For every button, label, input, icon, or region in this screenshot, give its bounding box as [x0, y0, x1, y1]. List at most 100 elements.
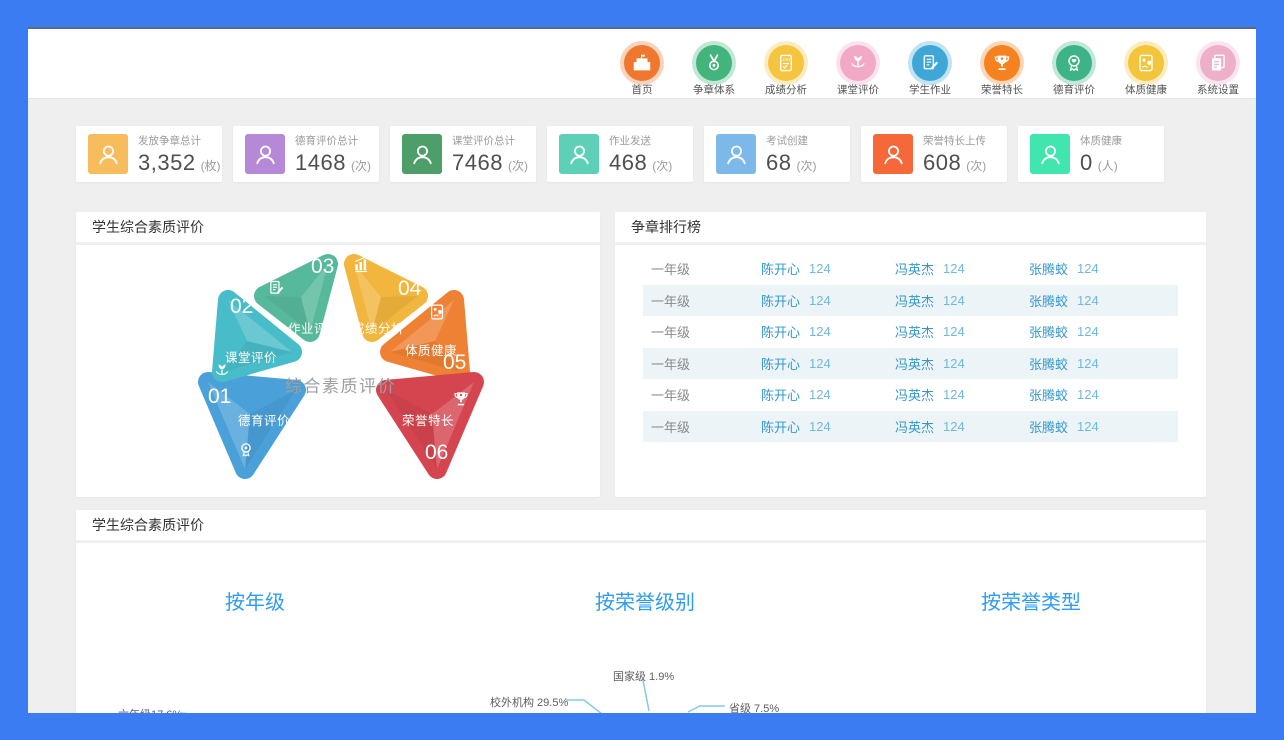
student-name-link[interactable]: 冯英杰 — [895, 325, 935, 341]
petal-number[interactable]: 02 — [230, 295, 254, 318]
badge-count: 124 — [1077, 292, 1099, 308]
student-name-link[interactable]: 陈开心 — [761, 388, 801, 404]
petal-number[interactable]: 01 — [208, 385, 232, 408]
stat-unit: (次) — [966, 158, 987, 173]
student-name-link[interactable]: 陈开心 — [761, 293, 801, 309]
chart-heading-by-grade[interactable]: 按年级 — [225, 592, 285, 614]
stat-label: 发放争章总计 — [138, 134, 201, 147]
nav-label: 成绩分析 — [765, 84, 807, 96]
student-name-link[interactable]: 张腾蛟 — [1029, 293, 1069, 309]
nav-label: 学生作业 — [909, 84, 951, 96]
flower-icon — [212, 361, 232, 381]
petal-number[interactable]: 04 — [398, 277, 422, 300]
student-name-link[interactable]: 冯英杰 — [895, 293, 935, 309]
badge-count: 124 — [943, 387, 965, 403]
svg-text:100: 100 — [782, 57, 790, 63]
stat-unit: (次) — [507, 158, 528, 173]
stat-label: 课堂评价总计 — [452, 134, 515, 147]
nav-item-honors[interactable]: 荣誉特长 — [966, 29, 1038, 98]
student-name-link[interactable]: 张腾蛟 — [1029, 356, 1069, 372]
stat-unit: (枚) — [200, 158, 221, 173]
petal-number[interactable]: 05 — [443, 351, 467, 374]
petal-label[interactable]: 德育评价 — [238, 414, 291, 428]
pie-leader-lines — [180, 679, 725, 713]
chart-heading-by-honor-level[interactable]: 按荣誉级别 — [595, 592, 695, 614]
stat-label: 德育评价总计 — [295, 134, 358, 147]
grade-label: 一年级 — [651, 293, 691, 309]
scorecard-icon: 100 — [768, 45, 804, 81]
user-icon — [245, 134, 285, 174]
student-name-link[interactable]: 张腾蛟 — [1029, 325, 1069, 341]
nav-item-homework[interactable]: 学生作业 — [894, 29, 966, 98]
doc-pen-icon — [912, 45, 948, 81]
badge-count: 124 — [943, 292, 965, 308]
table-row: 一年级 陈开心 124 冯英杰 124 张腾蛟 124 — [643, 284, 1178, 316]
evaluation-flower-diagram: 01 德育评价 02 课堂评价 03 作业评价 04 成绩分析 — [76, 245, 600, 497]
stat-value: 68 — [766, 149, 792, 175]
student-name-link[interactable]: 冯英杰 — [895, 388, 935, 404]
stat-value: 7468 — [452, 149, 503, 175]
petal-label[interactable]: 成绩分析 — [352, 322, 405, 336]
student-name-link[interactable]: 陈开心 — [761, 325, 801, 341]
student-name-link[interactable]: 陈开心 — [761, 262, 801, 278]
user-icon — [1030, 134, 1070, 174]
nav-label: 课堂评价 — [837, 84, 879, 96]
stat-card-badges-issued: 发放争章总计 3,352 (枚) — [76, 126, 222, 182]
badge-count: 124 — [943, 324, 965, 340]
grade-label: 一年级 — [651, 388, 691, 404]
chart-icon — [352, 254, 372, 274]
stat-value: 1468 — [295, 149, 346, 175]
diagram-center-label: 综合素质评价 — [285, 377, 396, 396]
bottom-evaluation-panel: 学生综合素质评价 按年级 按荣誉级别 按荣誉类型 六年级17.6% 校外机构 2… — [76, 510, 1206, 713]
app-canvas: 首页 争章体系 100 成绩分析 课 — [28, 27, 1256, 713]
pie-label-national: 国家级 1.9% — [613, 671, 675, 683]
nav-item-grades[interactable]: 100 成绩分析 — [750, 29, 822, 98]
stat-unit: (次) — [652, 158, 673, 173]
badge-count: 124 — [943, 355, 965, 371]
ranking-table: 一年级 陈开心 124 冯英杰 124 张腾蛟 124 一年级 陈开心 124 冯英杰 1… — [643, 253, 1178, 442]
petal-label[interactable]: 体质健康 — [405, 344, 458, 358]
castle-icon — [624, 45, 660, 81]
badge-ranking-panel: 争章排行榜 一年级 陈开心 124 冯英杰 124 张腾蛟 124 一年级 陈开心 12… — [615, 212, 1206, 497]
flower-icon — [840, 45, 876, 81]
student-name-link[interactable]: 冯英杰 — [895, 262, 935, 278]
stat-card-classroom-total: 课堂评价总计 7468 (次) — [390, 126, 536, 182]
stat-card-homework-sent: 作业发送 468 (次) — [547, 126, 693, 182]
petal-label[interactable]: 荣誉特长 — [402, 414, 455, 428]
badge-count: 124 — [1077, 387, 1099, 403]
student-name-link[interactable]: 冯英杰 — [895, 419, 935, 435]
user-icon — [716, 134, 756, 174]
student-name-link[interactable]: 张腾蛟 — [1029, 262, 1069, 278]
nav-label: 争章体系 — [693, 84, 735, 96]
badge-count: 124 — [943, 261, 965, 277]
nav-item-fitness[interactable]: 体质健康 — [1110, 29, 1182, 98]
student-name-link[interactable]: 陈开心 — [761, 356, 801, 372]
rosette-icon — [1056, 45, 1092, 81]
student-name-link[interactable]: 张腾蛟 — [1029, 388, 1069, 404]
pie-label-external-org: 校外机构 29.5% — [490, 697, 569, 709]
petal-number[interactable]: 03 — [311, 255, 335, 278]
grade-label: 一年级 — [651, 419, 691, 435]
nav-item-home[interactable]: 首页 — [606, 29, 678, 98]
petal-label[interactable]: 作业评价 — [288, 322, 341, 336]
doc-pen-icon — [266, 278, 286, 298]
panel-title: 争章排行榜 — [615, 212, 1206, 245]
stat-label: 作业发送 — [609, 134, 651, 147]
student-name-link[interactable]: 陈开心 — [761, 419, 801, 435]
stat-value: 0 — [1080, 149, 1093, 175]
table-row: 一年级 陈开心 124 冯英杰 124 张腾蛟 124 — [643, 253, 1178, 285]
student-name-link[interactable]: 冯英杰 — [895, 356, 935, 372]
nav-item-badges[interactable]: 争章体系 — [678, 29, 750, 98]
nav-item-settings[interactable]: 系统设置 — [1182, 29, 1254, 98]
badge-count: 124 — [809, 355, 831, 371]
chart-heading-by-honor-type[interactable]: 按荣誉类型 — [981, 592, 1081, 614]
nav-item-moral[interactable]: 德育评价 — [1038, 29, 1110, 98]
badge-count: 124 — [809, 387, 831, 403]
nav-item-classroom[interactable]: 课堂评价 — [822, 29, 894, 98]
panel-title: 学生综合素质评价 — [76, 510, 1206, 543]
badge-icon — [236, 440, 256, 460]
badge-count: 124 — [809, 418, 831, 434]
petal-label[interactable]: 课堂评价 — [225, 351, 278, 365]
student-name-link[interactable]: 张腾蛟 — [1029, 419, 1069, 435]
petal-number[interactable]: 06 — [425, 441, 449, 464]
